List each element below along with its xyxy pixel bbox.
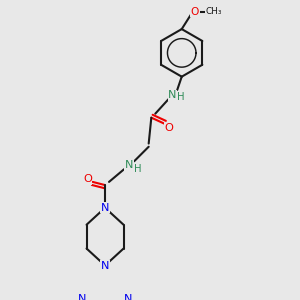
Text: CH₃: CH₃ [205,8,222,16]
Text: O: O [191,7,199,17]
Text: O: O [83,174,92,184]
Text: N: N [101,202,109,212]
Text: O: O [165,123,173,133]
Text: H: H [134,164,142,174]
Text: N: N [78,294,86,300]
Text: N: N [125,160,133,170]
Text: N: N [168,90,177,100]
Text: N: N [124,294,132,300]
Text: N: N [101,261,109,271]
Text: H: H [177,92,185,102]
